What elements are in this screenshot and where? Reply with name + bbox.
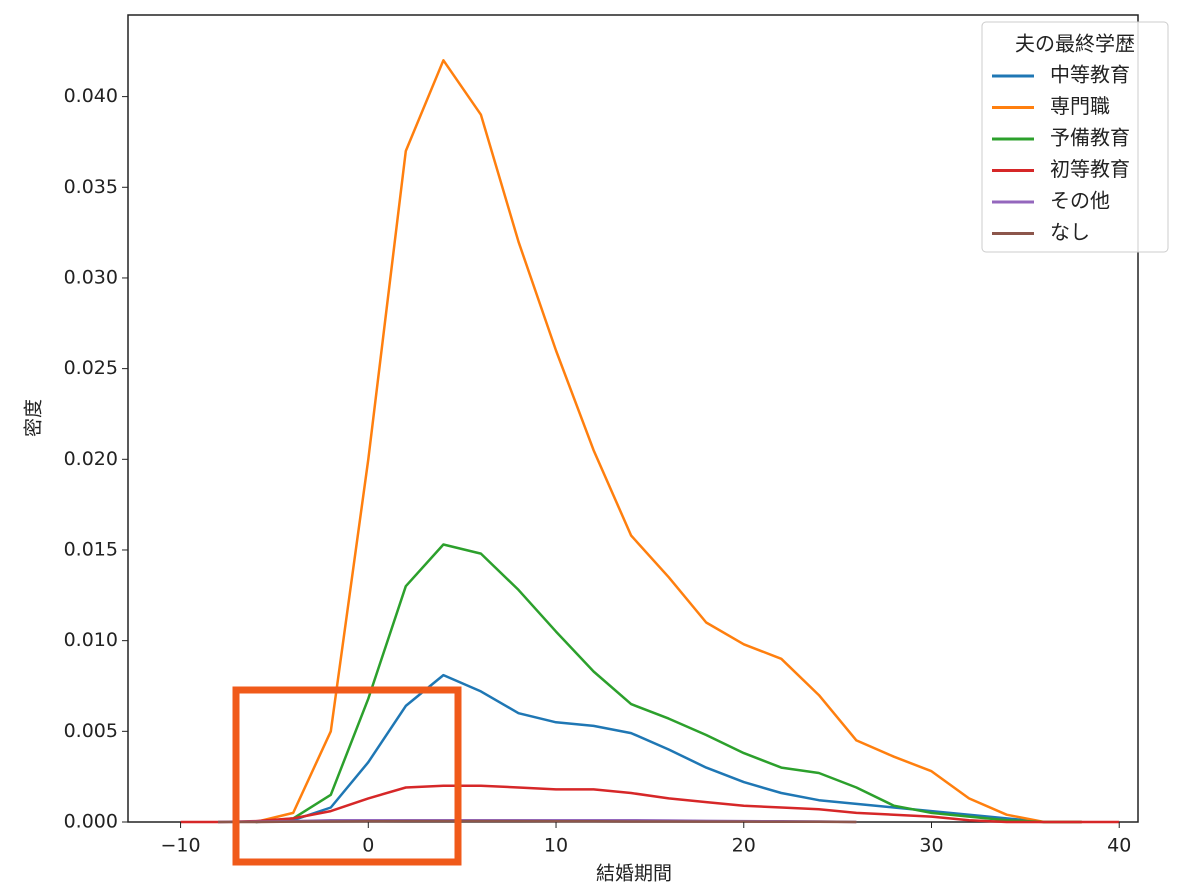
legend-label: 初等教育 bbox=[1050, 157, 1130, 181]
x-tick-label: 40 bbox=[1107, 835, 1131, 857]
y-tick-label: 0.025 bbox=[64, 357, 118, 379]
x-tick-label: 10 bbox=[544, 835, 568, 857]
legend-label: 予備教育 bbox=[1050, 126, 1130, 150]
series-line bbox=[255, 59, 1082, 824]
x-axis-label: 結婚期間 bbox=[596, 863, 672, 885]
legend-title: 夫の最終学歴 bbox=[1015, 32, 1135, 56]
legend-label: 専門職 bbox=[1050, 94, 1110, 118]
y-axis-label: 密度 bbox=[23, 399, 45, 437]
y-tick-label: 0.000 bbox=[64, 811, 118, 833]
y-tick-label: 0.005 bbox=[64, 720, 118, 742]
series-line bbox=[218, 819, 857, 824]
y-tick-label: 0.015 bbox=[64, 538, 118, 560]
y-tick-label: 0.040 bbox=[64, 85, 118, 107]
x-tick-label: 0 bbox=[362, 835, 374, 857]
y-tick-label: 0.010 bbox=[64, 629, 118, 651]
x-tick-label: −10 bbox=[161, 835, 201, 857]
legend-label: 中等教育 bbox=[1050, 63, 1130, 87]
legend-label: なし bbox=[1050, 220, 1090, 244]
x-tick-label: 30 bbox=[919, 835, 943, 857]
legend-box bbox=[981, 21, 1169, 253]
y-tick-label: 0.030 bbox=[64, 266, 118, 288]
lines bbox=[180, 59, 1120, 824]
series-line bbox=[255, 543, 1082, 824]
highlight-box bbox=[232, 686, 462, 866]
series-line bbox=[255, 673, 1082, 824]
y-tick-label: 0.035 bbox=[64, 176, 118, 198]
x-tick-label: 20 bbox=[732, 835, 756, 857]
y-tick-label: 0.020 bbox=[64, 448, 118, 470]
series-line bbox=[180, 784, 1120, 824]
legend-label: その他 bbox=[1050, 189, 1110, 213]
